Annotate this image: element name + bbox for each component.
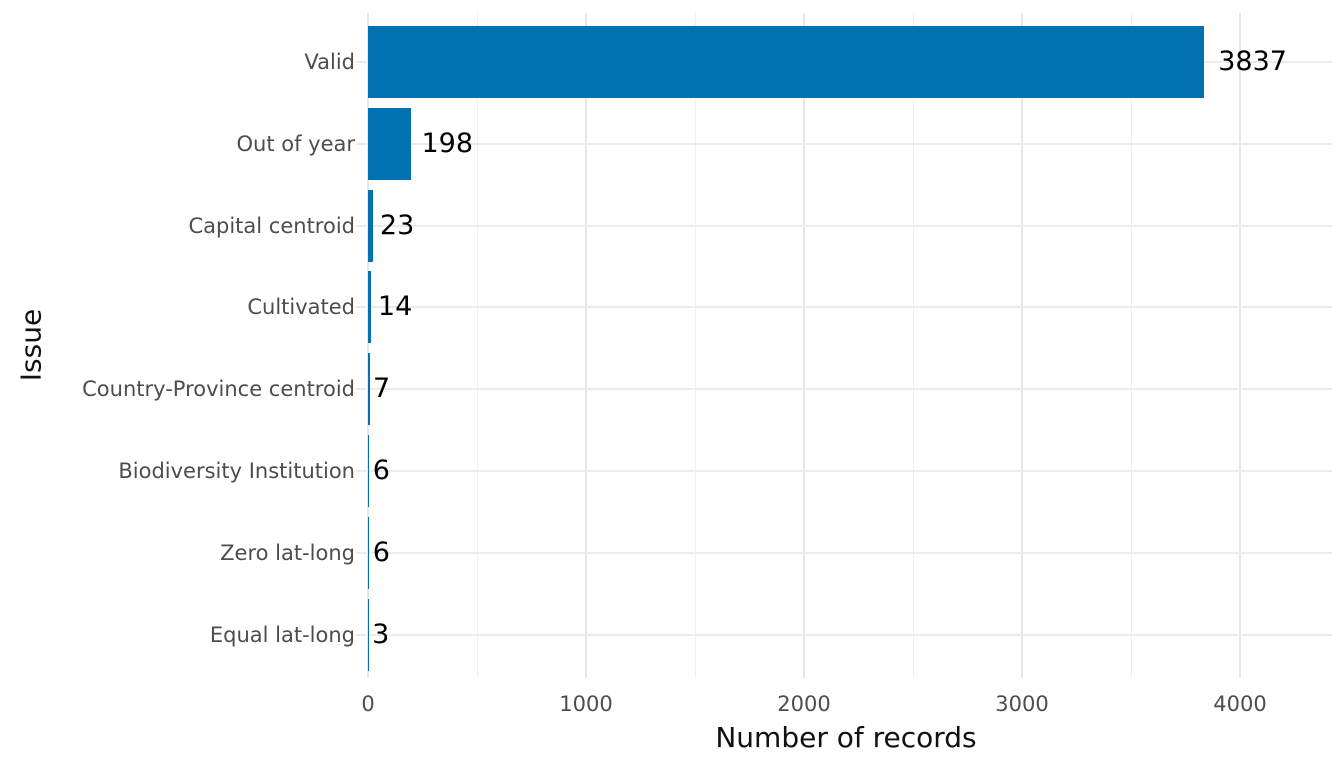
y-major-gridline [356, 142, 1332, 145]
x-axis-title: Number of records [715, 721, 977, 754]
bar-equal-lat-long [368, 598, 369, 671]
bar-out-of-year [368, 107, 412, 180]
y-major-gridline [356, 388, 1332, 391]
category-label: Biodiversity Institution [118, 459, 355, 483]
x-tick-label: 1000 [559, 692, 613, 716]
category-label: Equal lat-long [209, 622, 355, 647]
bar-valid [368, 26, 1205, 98]
category-label: Capital centroid [188, 213, 355, 238]
value-label: 23 [379, 209, 415, 241]
bar-capital-centroid [368, 189, 373, 262]
value-label: 198 [421, 127, 474, 159]
bar-biodiversity-institution [368, 435, 370, 507]
x-tick-label: 2000 [777, 692, 831, 716]
y-major-gridline [356, 470, 1332, 472]
x-minor-gridline [694, 13, 696, 678]
x-tick-label: 0 [361, 692, 375, 716]
value-label: 3837 [1218, 46, 1287, 77]
category-label: Cultivated [247, 295, 355, 320]
category-label: Zero lat-long [220, 540, 355, 565]
category-label: Out of year [236, 131, 355, 156]
y-major-gridline [356, 551, 1332, 554]
x-tick-label: 4000 [1213, 692, 1267, 716]
x-minor-gridline [912, 13, 914, 678]
y-axis-title: Issue [14, 308, 48, 382]
x-minor-gridline [476, 13, 478, 678]
bar-zero-lat-long [368, 516, 370, 589]
y-major-gridline [356, 633, 1332, 636]
value-label: 6 [372, 536, 390, 568]
y-major-gridline [356, 306, 1332, 309]
x-major-gridline [1239, 13, 1241, 678]
x-major-gridline [1021, 13, 1023, 678]
x-major-gridline [367, 13, 369, 678]
x-major-gridline [803, 13, 805, 678]
value-label: 14 [377, 291, 413, 323]
category-label: Country-Province centroid [82, 377, 355, 402]
value-label: 7 [372, 373, 391, 405]
x-major-gridline [585, 13, 587, 678]
value-label: 3 [372, 618, 390, 650]
bar-country-province-centroid [368, 353, 370, 426]
value-label: 6 [372, 455, 390, 486]
y-major-gridline [356, 224, 1332, 227]
category-label: Valid [304, 50, 355, 74]
x-minor-gridline [1130, 13, 1132, 678]
bar-cultivated [368, 271, 372, 344]
x-tick-label: 3000 [995, 692, 1049, 716]
